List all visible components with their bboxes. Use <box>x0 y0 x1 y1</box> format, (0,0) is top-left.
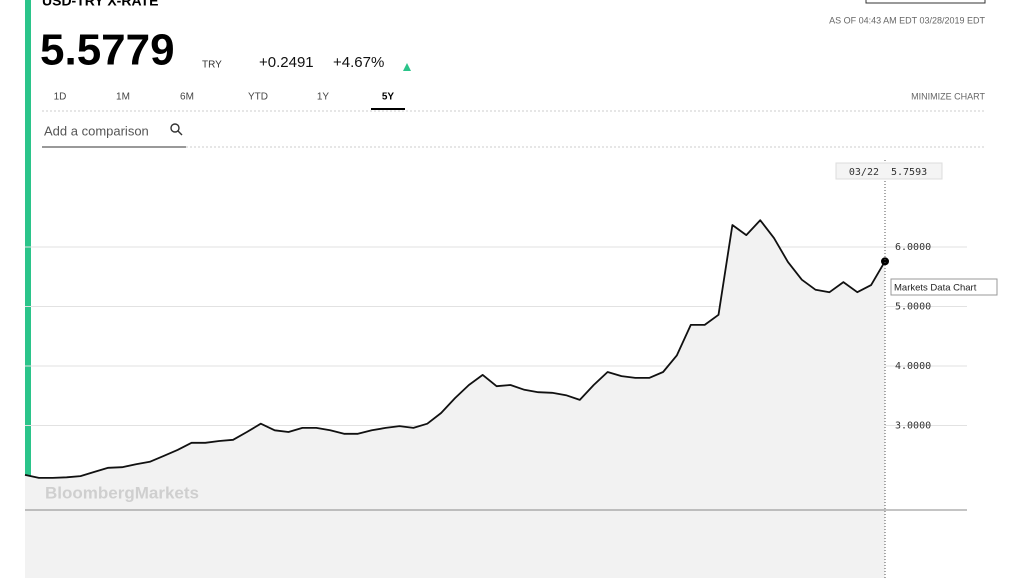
watermark: BloombergMarkets <box>45 483 199 502</box>
area <box>25 220 885 510</box>
price: 5.5779 <box>40 26 175 75</box>
instrument-title: USD-TRY X-RATE <box>42 0 158 9</box>
tooltip-box <box>835 162 943 180</box>
search-icon <box>170 123 180 133</box>
lower-panel <box>25 510 885 578</box>
hover-label-box <box>890 278 998 296</box>
y-tick-label: 3.0000 <box>895 421 931 432</box>
comparison-input[interactable]: Add a comparison <box>44 123 149 138</box>
plot: 3.0000 4.0000 5.0000 6.0000 <box>24 219 967 510</box>
search-box[interactable] <box>865 0 986 4</box>
tab[interactable]: YTD <box>248 92 268 103</box>
tooltip-value: 5.7593 <box>891 167 927 178</box>
up-arrow <box>403 63 411 71</box>
change: +0.2491 <box>259 54 314 71</box>
minimize-chart[interactable]: MINIMIZE CHART <box>911 91 985 101</box>
y-tick-label: 6.0000 <box>895 242 931 253</box>
search-icon <box>177 130 183 136</box>
change-pct: +4.67% <box>333 54 384 71</box>
currency: TRY <box>202 60 222 71</box>
tab[interactable]: 1Y <box>317 92 330 103</box>
price-line <box>24 219 886 479</box>
y-tick-label: 4.0000 <box>895 361 931 372</box>
tab[interactable]: 6M <box>180 92 194 103</box>
tab[interactable]: 5Y <box>382 92 395 103</box>
hover-label: Markets Data Chart <box>894 283 977 294</box>
tab[interactable]: 1M <box>116 92 130 103</box>
tooltip-date: 03/22 <box>849 167 879 178</box>
last-point <box>881 257 889 266</box>
as-of: AS OF 04:43 AM EDT 03/28/2019 EDT <box>829 15 985 25</box>
tab[interactable]: 1D <box>54 92 67 103</box>
accent-bar <box>25 0 31 476</box>
y-tick-label: 5.0000 <box>895 301 931 312</box>
tabs: 1D 1M 6M YTD 1Y 5Y <box>54 92 395 103</box>
